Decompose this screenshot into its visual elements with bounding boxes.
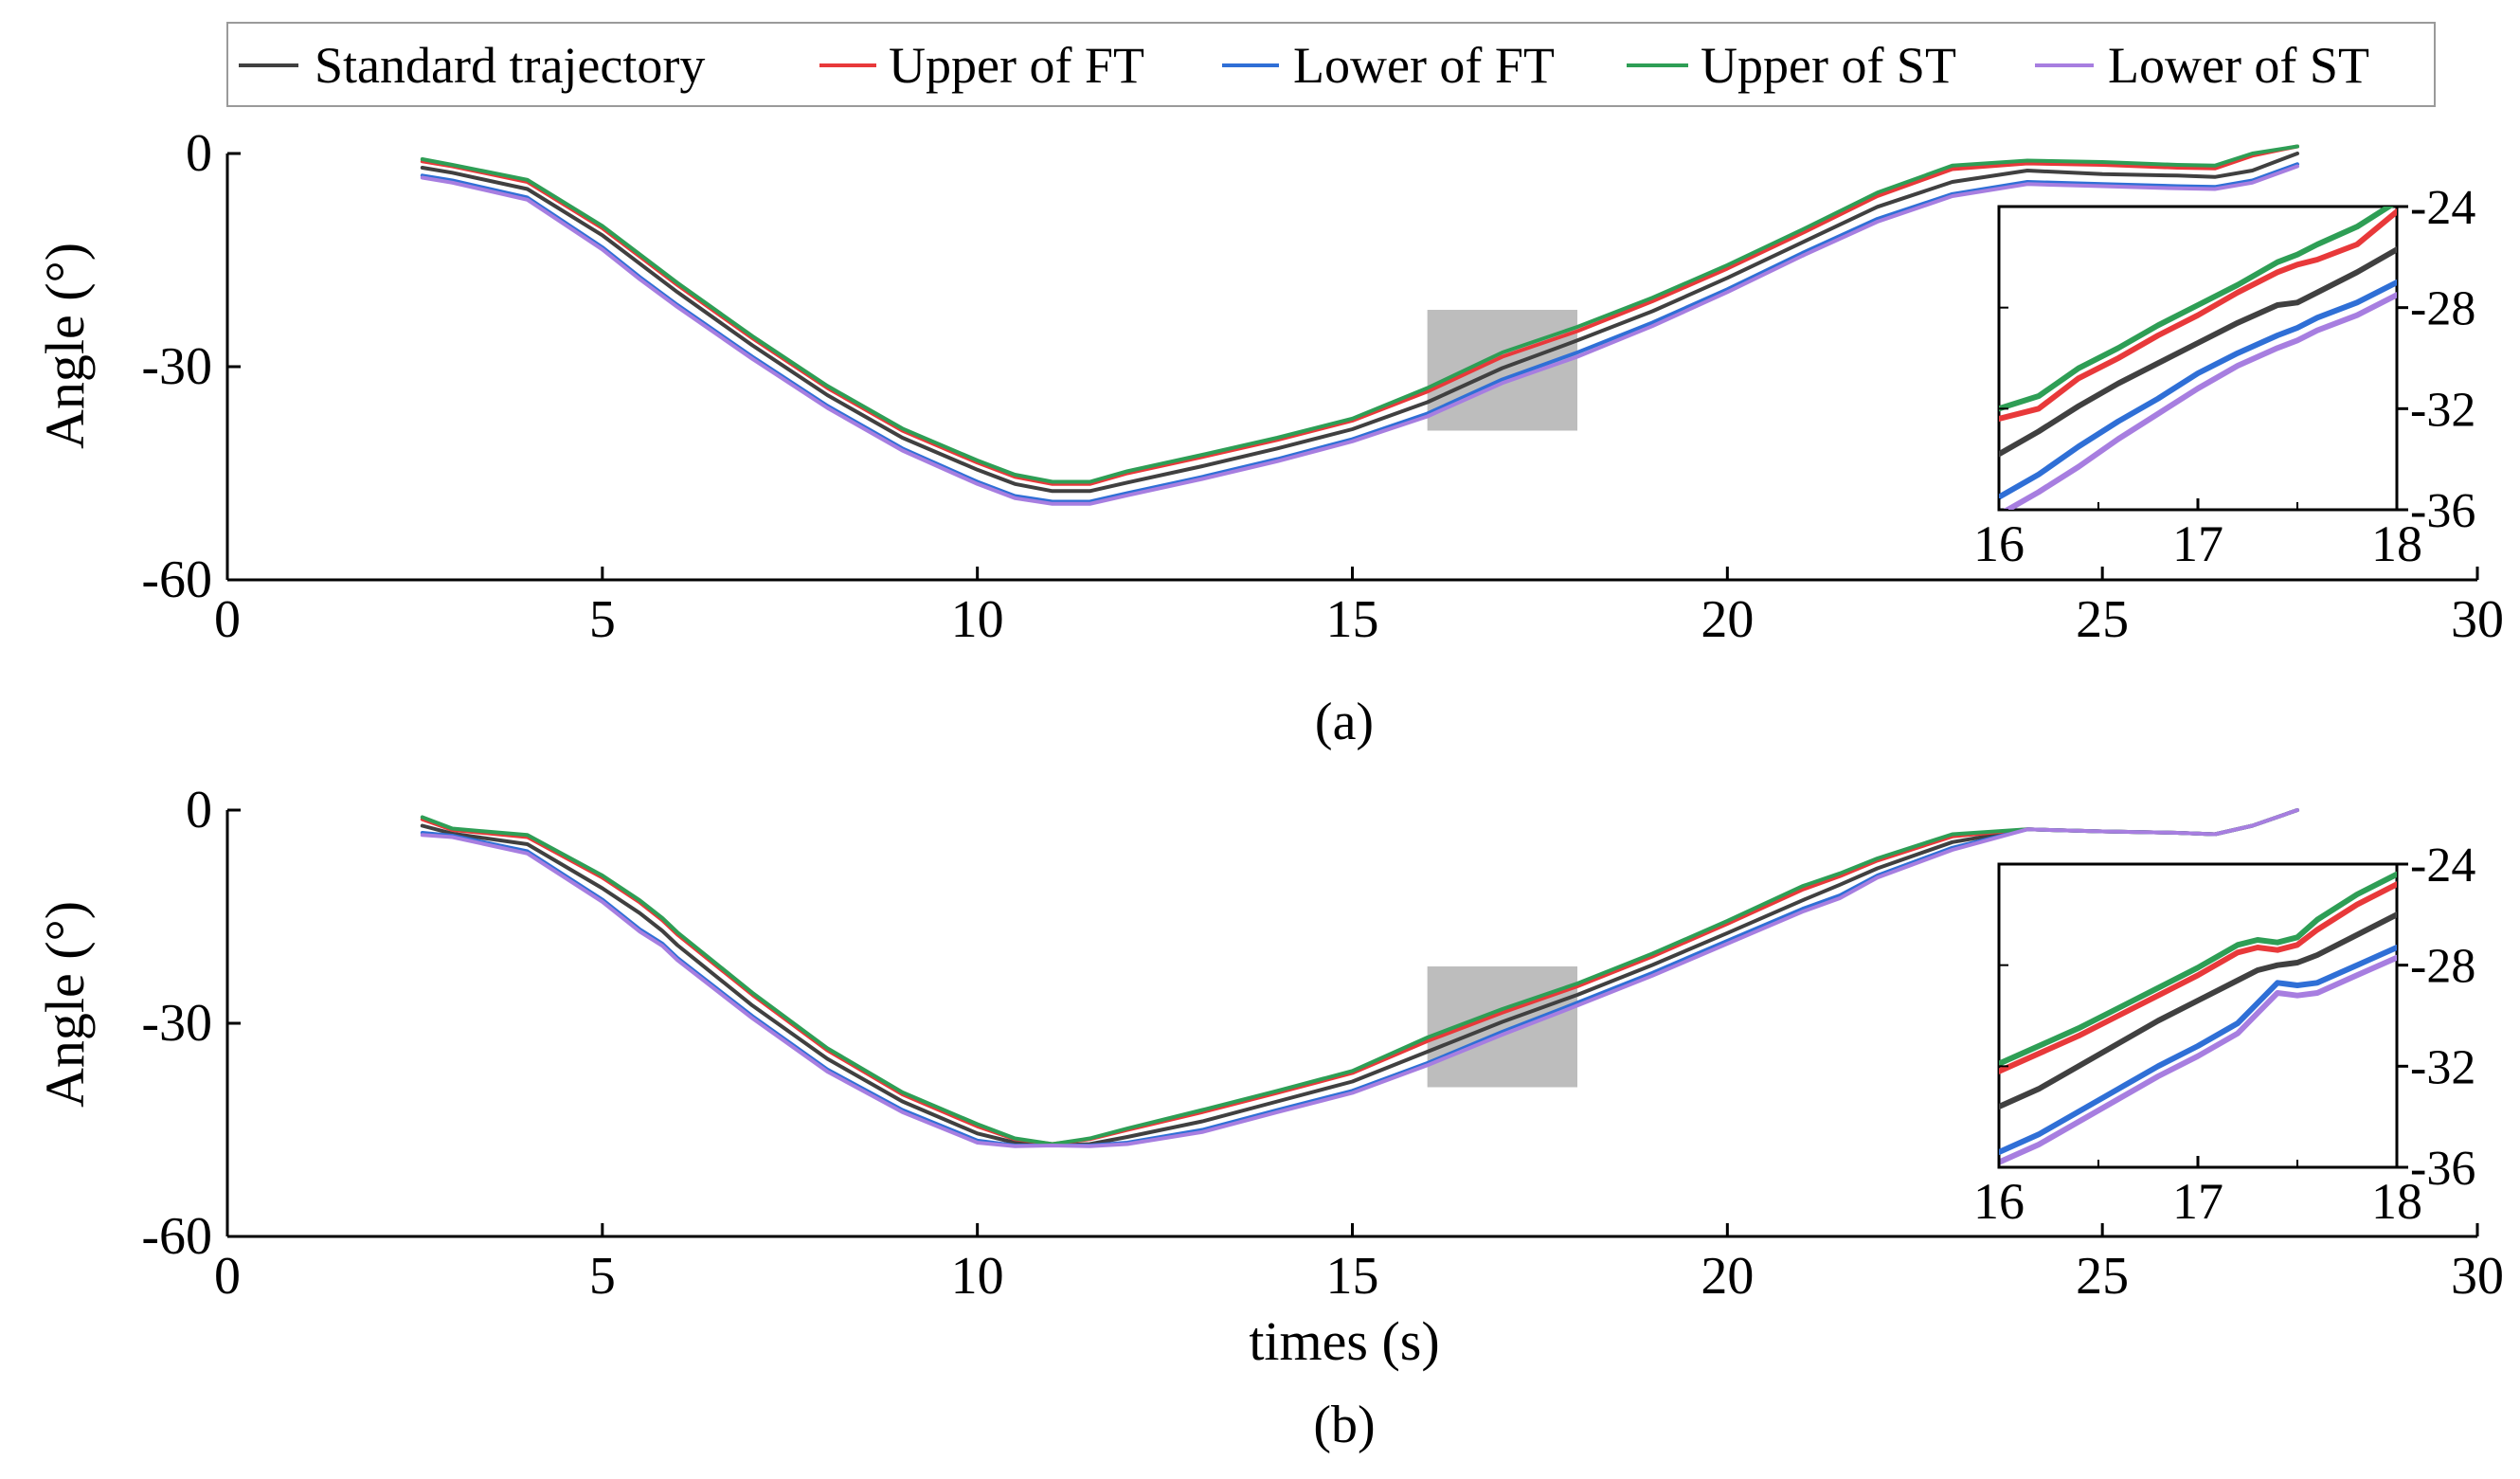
panel-b-inset-y-tick-label: -32 <box>2410 1040 2475 1094</box>
panel-b-x-tick-label: 20 <box>1701 1247 1754 1306</box>
panel-a-inset-series-lower-of-st <box>2002 292 2397 510</box>
panel-b-x-label: times (s) <box>1249 1310 1439 1372</box>
panel-b-inset-y-tick-label: -24 <box>2410 839 2475 893</box>
panel-b-x-tick-label: 30 <box>2451 1247 2504 1306</box>
panel-a-inset-y-tick-label: -24 <box>2410 181 2475 235</box>
panel-a-inset-series-upper-of-ft <box>1999 208 2397 422</box>
panel-b-inset-series-upper-of-st <box>1999 871 2397 1067</box>
panel-b: 0 5 10 15 20 25 30 -60 -30 0 16 17 18-36 -32 -28 -24 A… <box>34 781 2504 1454</box>
panel-b-series-layer <box>420 808 2299 1148</box>
panel-a-inset-series-standard-trajectory <box>1999 246 2397 458</box>
panel-a-inset-x-tick-label: 16 <box>1973 515 2025 572</box>
panel-a-y-label: Angle (°) <box>34 243 96 449</box>
panel-b-x-tick-label: 15 <box>1326 1247 1379 1306</box>
panel-b-x-tick-label: 25 <box>2076 1247 2129 1306</box>
panel-b-inset-series-standard-trajectory <box>1999 911 2397 1109</box>
panel-a-series-layer <box>420 144 2299 506</box>
panel-b-caption: (b) <box>1313 1396 1375 1454</box>
panel-a-caption: (a) <box>1315 693 1374 751</box>
panel-a-zoom-box <box>1427 310 1577 431</box>
panel-a-inset-y-tick-label: -28 <box>2410 282 2475 336</box>
panel-b-series-lower-of-st <box>420 808 2299 1148</box>
panel-b-x-tick-label: 5 <box>589 1247 616 1306</box>
panel-b-inset-x-tick-label: 17 <box>2172 1173 2223 1230</box>
panel-b-inset: 16 17 18-36 -32 -28 -24 <box>1973 839 2475 1230</box>
panel-a-inset-y-tick-label: -36 <box>2410 484 2475 538</box>
panel-a-x-tick-label: 15 <box>1326 590 1379 649</box>
panel-b-x-tick-label: 10 <box>951 1247 1004 1306</box>
panel-a-y-tick-label: 0 <box>186 124 212 183</box>
panel-a-zoom-box-layer <box>1427 310 1577 431</box>
panel-b-inset-y-tick-label: -28 <box>2410 940 2475 994</box>
panel-a-inset-series-upper-of-st <box>1999 207 2395 412</box>
panel-a: 0 5 10 15 20 25 30 -60 -30 0 16 17 18-36 -32 -28 -24 A… <box>34 124 2504 751</box>
panel-a-inset-x-tick-label: 18 <box>2371 515 2422 572</box>
panel-a-inset-series-lower-of-ft <box>1999 280 2397 500</box>
panel-a-inset: 16 17 18-36 -32 -28 -24 <box>1973 181 2475 572</box>
panel-a-x-tick-label: 20 <box>1701 590 1754 649</box>
panel-b-x-tick-label: 0 <box>214 1247 241 1306</box>
panel-a-series-lower-of-st <box>420 164 2299 506</box>
panel-b-y-tick-label: -60 <box>141 1207 212 1266</box>
legend: Standard trajectory Upper of FT Lower of… <box>226 22 2436 107</box>
panel-a-series-upper-of-st <box>420 144 2299 484</box>
panel-b-inset-lines <box>1999 871 2397 1165</box>
legend-label-upper-ft: Upper of FT <box>889 37 1144 94</box>
panel-a-series-standard-trajectory <box>420 152 2299 494</box>
panel-a-inset-lines <box>1999 207 2397 510</box>
panel-a-x-tick-label: 25 <box>2076 590 2129 649</box>
panel-a-y-tick-label: -30 <box>141 337 212 396</box>
panel-a-x-tick-label: 10 <box>951 590 1004 649</box>
legend-label-standard: Standard trajectory <box>315 37 705 94</box>
panel-b-inset-series-lower-of-ft <box>1999 945 2397 1155</box>
panel-b-series-upper-of-st <box>420 808 2299 1146</box>
panel-b-y-tick-label: 0 <box>186 781 212 839</box>
panel-b-inset-series-upper-of-ft <box>1999 881 2397 1074</box>
panel-a-inset-y-tick-label: -32 <box>2410 383 2475 437</box>
panel-b-inset-x-tick-label: 18 <box>2371 1173 2422 1230</box>
legend-label-lower-st: Lower of ST <box>2108 37 2369 94</box>
panel-a-x-tick-label: 30 <box>2451 590 2504 649</box>
panel-b-zoom-box <box>1427 966 1577 1088</box>
panel-a-x-tick-label: 5 <box>589 590 616 649</box>
panel-b-axes: 0 5 10 15 20 25 30 -60 -30 0 <box>141 781 2504 1306</box>
panel-a-y-tick-label: -60 <box>141 550 212 609</box>
panel-b-inset-y-tick-label: -36 <box>2410 1142 2475 1196</box>
legend-label-lower-ft: Lower of FT <box>1293 37 1555 94</box>
panel-b-inset-series-lower-of-st <box>1999 954 2397 1165</box>
panel-b-zoom-box-layer <box>1427 966 1577 1088</box>
legend-label-upper-st: Upper of ST <box>1701 37 1956 94</box>
panel-b-inset-x-tick-label: 16 <box>1973 1173 2025 1230</box>
panel-a-inset-x-tick-label: 17 <box>2172 515 2223 572</box>
panel-b-y-tick-label: -30 <box>141 994 212 1053</box>
panel-a-axes: 0 5 10 15 20 25 30 -60 -30 0 <box>141 124 2504 649</box>
panel-a-x-tick-label: 0 <box>214 590 241 649</box>
panel-b-y-label: Angle (°) <box>34 901 96 1108</box>
